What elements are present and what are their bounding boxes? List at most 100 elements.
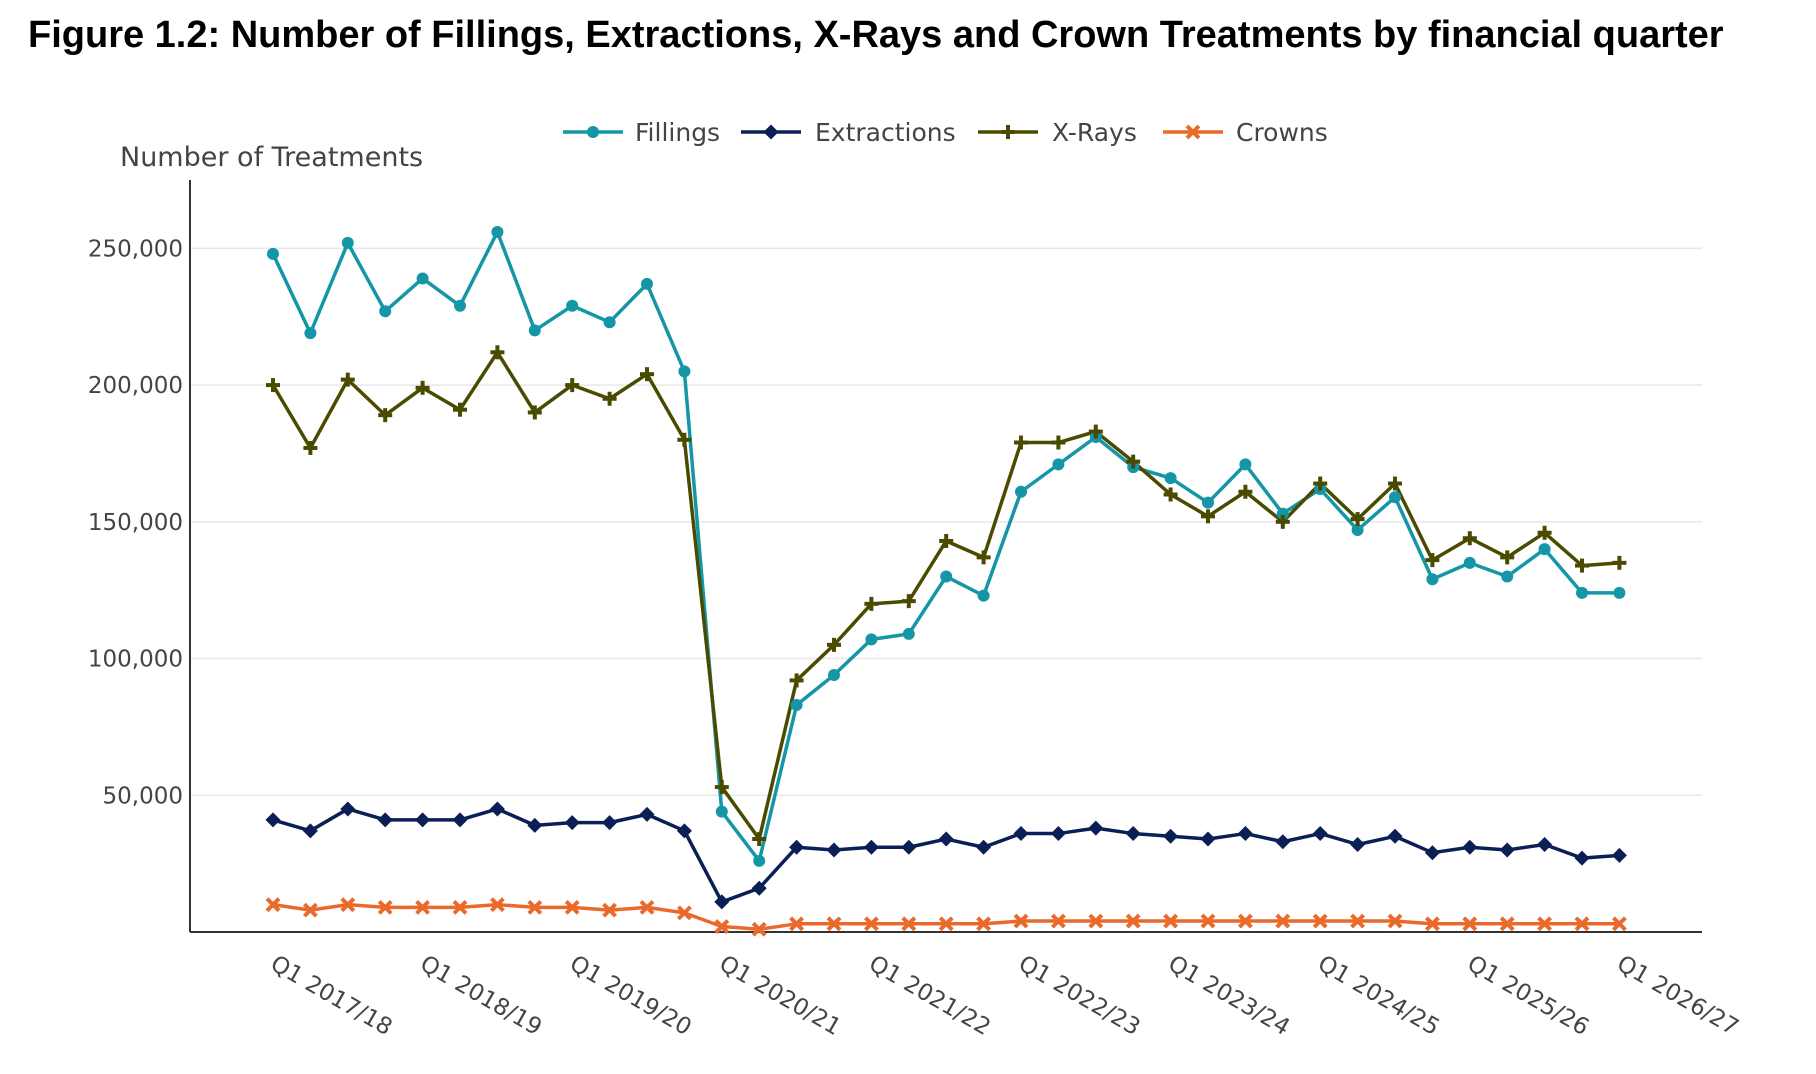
data-point-fillings [753, 854, 766, 867]
data-point-crowns [639, 899, 655, 915]
x-tick-label: Q1 2020/21 [715, 951, 845, 1041]
x-tick-label: Q1 2026/27 [1612, 951, 1742, 1041]
data-point-crowns [1574, 916, 1590, 932]
data-point-fillings [267, 247, 279, 260]
x-tick-label: Q1 2023/24 [1164, 951, 1294, 1041]
data-point-fillings [828, 668, 840, 681]
data-point-x-rays [1051, 435, 1066, 450]
data-point-crowns [863, 916, 879, 932]
data-point-crowns [340, 897, 356, 913]
data-point-extractions [1088, 820, 1104, 836]
data-point-extractions [1499, 842, 1515, 858]
data-point-extractions [1163, 828, 1179, 844]
data-point-x-rays [1313, 476, 1328, 491]
series-line-extractions [272, 807, 1620, 904]
data-point-fillings [1426, 573, 1439, 586]
data-point-x-rays [378, 408, 393, 423]
data-point-fillings [641, 277, 653, 290]
x-tick-label: Q1 2021/22 [864, 951, 994, 1041]
legend-item-extractions: Extractions [741, 118, 956, 147]
gridlines [190, 247, 1702, 797]
legend-label: Extractions [815, 118, 956, 147]
legend-swatch-marker [763, 124, 779, 140]
data-point-fillings [940, 570, 953, 583]
x-tick-label: Q1 2022/23 [1014, 951, 1144, 1041]
data-point-fillings [1576, 586, 1588, 599]
data-point-extractions [676, 823, 692, 839]
data-point-crowns [1013, 913, 1029, 929]
data-point-fillings [1389, 491, 1401, 504]
y-tick-label: 100,000 [88, 647, 183, 673]
data-point-fillings [454, 299, 466, 312]
data-point-x-rays [752, 832, 767, 847]
data-point-x-rays [1163, 487, 1178, 502]
data-point-x-rays [827, 637, 841, 652]
data-point-crowns [1387, 913, 1403, 929]
data-point-fillings [1276, 507, 1289, 520]
data-point-x-rays [976, 550, 991, 565]
series-markers [265, 225, 1627, 937]
y-tick-label: 50,000 [103, 783, 183, 809]
data-point-x-rays [303, 440, 318, 455]
data-point-x-rays [1537, 525, 1552, 540]
data-point-x-rays [527, 405, 542, 420]
legend-label: Crowns [1236, 118, 1328, 147]
data-point-fillings [341, 236, 354, 249]
data-point-extractions [976, 839, 992, 855]
figure-title: Figure 1.2: Number of Fillings, Extracti… [28, 14, 1724, 56]
series-line-x-rays [271, 350, 1620, 841]
legend: Fillings Extractions X-Rays Crowns [563, 118, 1328, 147]
data-point-x-rays [453, 402, 467, 417]
data-point-crowns [789, 916, 805, 932]
data-point-crowns [901, 916, 917, 932]
y-axis-ticks: 50,000 100,000 150,000 200,000 250,000 [88, 236, 183, 809]
data-point-crowns [1050, 913, 1066, 929]
data-point-fillings [1202, 496, 1214, 509]
data-point-crowns [1200, 913, 1216, 929]
data-point-crowns [826, 916, 842, 932]
data-point-x-rays [1425, 553, 1440, 568]
x-tick-label: Q1 2018/19 [416, 951, 546, 1041]
data-point-x-rays [1126, 454, 1141, 469]
data-point-fillings [603, 316, 616, 329]
data-point-extractions [714, 894, 730, 910]
data-point-crowns [976, 916, 992, 932]
data-point-x-rays [1388, 476, 1402, 491]
data-point-extractions [1611, 847, 1627, 863]
data-point-crowns [751, 921, 767, 937]
data-point-extractions [452, 812, 468, 828]
data-point-crowns [1275, 913, 1291, 929]
data-point-extractions [1350, 836, 1366, 852]
data-point-crowns [377, 899, 393, 915]
data-point-fillings [865, 633, 878, 646]
y-axis-title: Number of Treatments [120, 142, 423, 173]
data-point-x-rays [565, 378, 580, 393]
data-point-fillings [1538, 543, 1551, 556]
data-point-fillings [379, 305, 392, 318]
legend-label: X-Rays [1052, 118, 1137, 147]
data-point-fillings [790, 699, 803, 712]
data-point-extractions [1125, 826, 1141, 842]
data-point-crowns [1537, 916, 1553, 932]
data-point-crowns [1611, 916, 1627, 932]
data-point-extractions [751, 880, 767, 896]
data-point-fillings [1501, 570, 1514, 583]
data-point-crowns [452, 899, 468, 915]
data-point-crowns [1088, 913, 1104, 929]
data-point-x-rays [714, 780, 729, 795]
data-point-x-rays [1350, 512, 1365, 527]
data-point-extractions [1574, 850, 1590, 866]
data-point-crowns [602, 902, 618, 918]
data-point-crowns [1350, 913, 1366, 929]
data-point-crowns [489, 897, 505, 913]
x-tick-label: Q1 2024/25 [1313, 951, 1443, 1041]
legend-item-x-rays: X-Rays [978, 118, 1137, 147]
data-point-extractions [1050, 826, 1066, 842]
data-point-x-rays [640, 367, 654, 382]
data-point-x-rays [1238, 484, 1253, 499]
data-point-crowns [1237, 913, 1253, 929]
data-point-extractions [265, 812, 281, 828]
data-point-crowns [265, 897, 281, 913]
data-point-crowns [1499, 916, 1515, 932]
data-point-extractions [302, 823, 318, 839]
